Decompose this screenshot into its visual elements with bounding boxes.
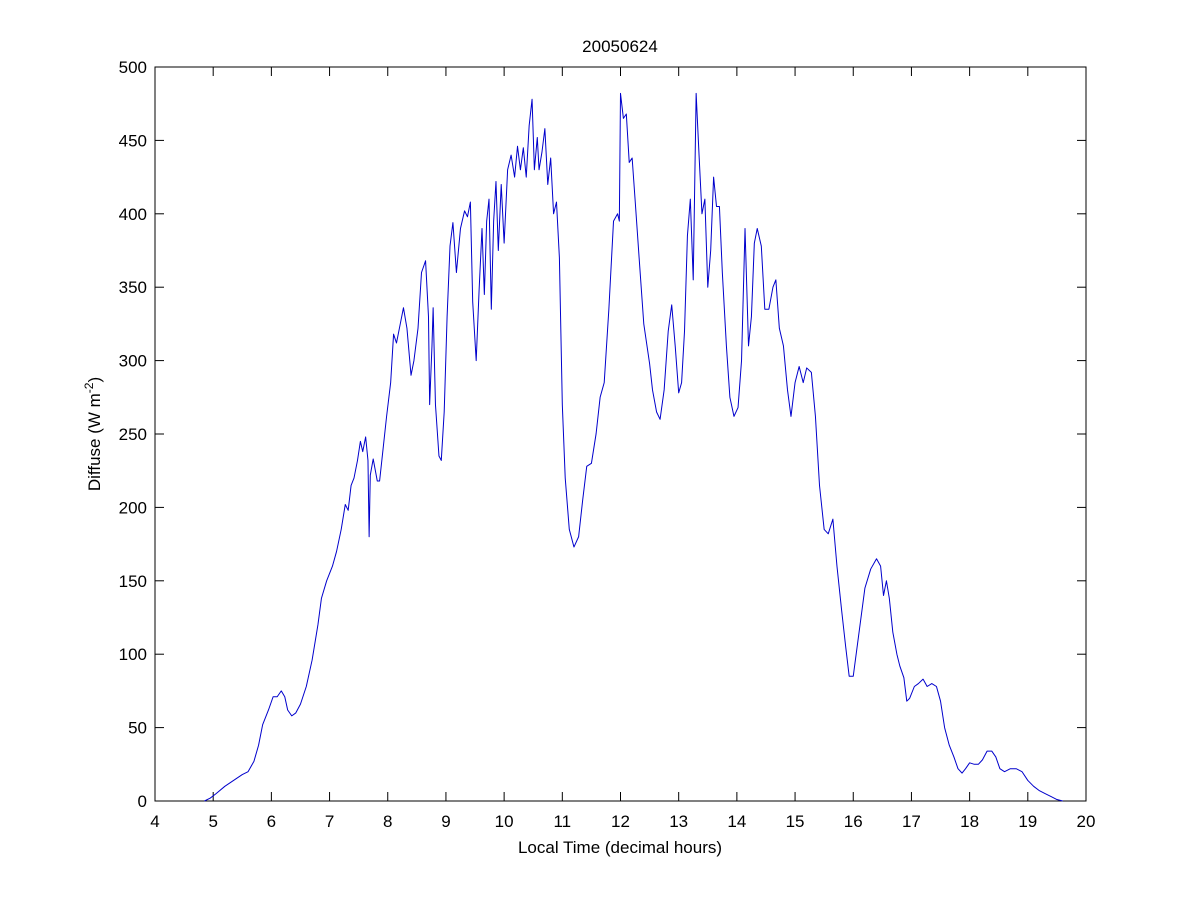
- x-tick-label: 12: [611, 812, 630, 831]
- y-axis-label: Diffuse (W m-2): [82, 377, 104, 491]
- y-tick-label: 250: [119, 425, 147, 444]
- y-tick-label: 0: [138, 792, 147, 811]
- y-tick-label: 350: [119, 278, 147, 297]
- x-tick-label: 7: [325, 812, 334, 831]
- y-axis-ticks: 0 50 100 150 200 250 300 350 400 450 500: [119, 58, 1086, 811]
- x-tick-label: 5: [208, 812, 217, 831]
- x-tick-label: 15: [786, 812, 805, 831]
- x-tick-label: 19: [1018, 812, 1037, 831]
- y-tick-label: 150: [119, 572, 147, 591]
- y-tick-label: 100: [119, 645, 147, 664]
- y-tick-label: 400: [119, 205, 147, 224]
- x-tick-label: 8: [383, 812, 392, 831]
- y-axis-label-superscript: -2: [82, 382, 96, 393]
- y-axis-label-close: ): [85, 377, 104, 383]
- x-tick-label: 14: [727, 812, 746, 831]
- x-tick-label: 10: [495, 812, 514, 831]
- x-tick-label: 17: [902, 812, 921, 831]
- plot-area: [154, 66, 1087, 802]
- x-tick-label: 11: [553, 812, 571, 831]
- x-axis-ticks: 4 5 6 7 8 9 10 11 12 13 14 15 16 17 18 19 20: [150, 67, 1095, 831]
- x-axis-label: Local Time (decimal hours): [518, 838, 722, 857]
- chart-title: 20050624: [582, 37, 658, 56]
- y-tick-label: 50: [128, 719, 147, 738]
- x-tick-label: 13: [669, 812, 688, 831]
- y-tick-label: 500: [119, 58, 147, 77]
- diffuse-series-line: [204, 92, 1063, 802]
- x-tick-label: 9: [441, 812, 450, 831]
- x-tick-label: 16: [844, 812, 863, 831]
- x-tick-label: 4: [150, 812, 159, 831]
- x-tick-label: 6: [267, 812, 276, 831]
- y-tick-label: 300: [119, 352, 147, 371]
- y-tick-label: 450: [119, 131, 147, 150]
- y-axis-label-main: Diffuse (W m: [85, 393, 104, 491]
- x-tick-label: 18: [960, 812, 979, 831]
- x-tick-label: 20: [1077, 812, 1096, 831]
- y-tick-label: 200: [119, 498, 147, 517]
- series-layer: [204, 92, 1063, 802]
